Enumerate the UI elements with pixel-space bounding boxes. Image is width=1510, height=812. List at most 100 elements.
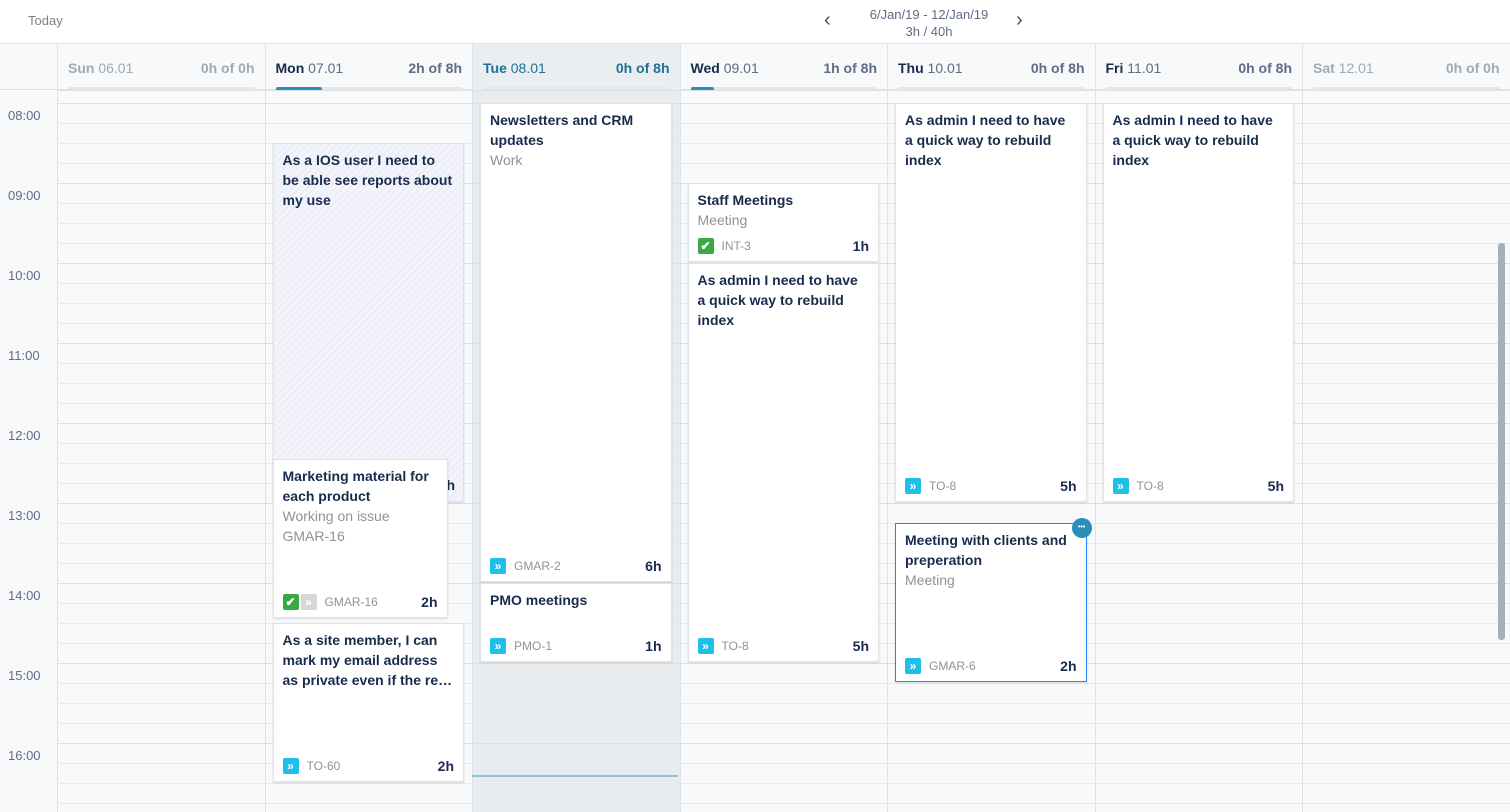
event-duration: h (446, 477, 455, 493)
issue-key[interactable]: GMAR-16 (324, 595, 378, 609)
weekday: Wed (690, 60, 720, 76)
event-card[interactable]: As a IOS user I need to be able see repo… (272, 143, 464, 502)
event-subtitle: Work (490, 152, 523, 168)
day-name: Thu 10.01 (898, 60, 963, 76)
event-card[interactable]: As admin I need to have a quick way to r… (687, 263, 879, 662)
event-subtitle: GMAR-16 (282, 528, 345, 544)
issue-key[interactable]: TO-8 (1136, 479, 1164, 493)
issue-key[interactable]: TO-8 (721, 639, 749, 653)
quarter-line (57, 763, 1510, 764)
time-label: 14:00 (8, 588, 41, 603)
day-column-sun[interactable] (57, 90, 265, 812)
quarter-line (57, 143, 1510, 144)
event-title: Staff Meetings (697, 192, 794, 208)
day-header-row: Sun 06.01 0h of 0h Mon 07.01 2h of 8h Tue 08… (0, 44, 1510, 91)
more-dots-icon[interactable]: ••• (1071, 518, 1092, 538)
day-name: Fri 11.01 (1106, 60, 1162, 76)
issue-key[interactable]: TO-8 (929, 479, 957, 493)
day-header-tue[interactable]: Tue 08.01 0h of 8h (472, 44, 680, 91)
event-card[interactable]: As admin I need to have a quick way to r… (1102, 103, 1294, 502)
time-label: 08:00 (8, 108, 41, 123)
day-name: Tue 08.01 (483, 60, 546, 76)
date-range: 6/Jan/19 - 12/Jan/19 (869, 7, 989, 22)
task-chevrons-icon: » (905, 658, 921, 674)
day-name: Wed 09.01 (691, 60, 759, 76)
day-progress-bar (1313, 87, 1500, 91)
quarter-line (57, 803, 1510, 804)
day-column-thu[interactable] (887, 90, 1095, 812)
day-date: 08.01 (506, 60, 546, 76)
task-chevrons-icon: » (1112, 478, 1129, 494)
day-hours: 0h of 0h (1445, 60, 1500, 76)
event-card[interactable]: As admin I need to have a quick way to r… (895, 103, 1087, 502)
event-title: As admin I need to have a quick way to r… (1112, 112, 1273, 168)
day-date: 07.01 (304, 60, 344, 76)
day-column-wed[interactable] (679, 90, 888, 812)
event-card[interactable]: Meeting with clients and preperation Meet… (895, 518, 1092, 682)
event-subtitle: Working on issue (282, 508, 390, 524)
day-header-sun[interactable]: Sun 06.01 0h of 0h (57, 44, 265, 91)
quarter-line (57, 683, 1510, 684)
event-title: As admin I need to have a quick way to r… (905, 112, 1066, 168)
event-card[interactable]: Staff Meetings Meeting ✔ INT-3 1h (687, 183, 879, 262)
hour-line (57, 663, 1510, 664)
day-header-thu[interactable]: Thu 10.01 0h of 8h (887, 44, 1095, 91)
day-progress-bar (275, 87, 462, 91)
issue-key[interactable]: TO-60 (306, 759, 341, 773)
event-card[interactable]: Newsletters and CRM updates Work » GMAR-2 6h (480, 103, 672, 582)
event-card[interactable]: Marketing material for each product Worki… (272, 459, 448, 618)
weekday: Sat (1313, 60, 1335, 76)
chevron-right-icon[interactable]: › (1016, 9, 1023, 31)
issue-key[interactable]: PMO-1 (514, 639, 553, 653)
event-title: As admin I need to have a quick way to r… (697, 272, 858, 328)
day-hours: 0h of 8h (1030, 60, 1085, 76)
day-hours: 1h of 8h (823, 60, 877, 76)
quarter-line (57, 723, 1510, 724)
grey-chevrons-icon: » (300, 594, 317, 610)
day-column-fri[interactable] (1094, 90, 1303, 812)
day-header-sat[interactable]: Sat 12.01 0h of 0h (1302, 44, 1510, 91)
quarter-line (57, 163, 1510, 164)
time-label: 11:00 (8, 348, 40, 363)
day-progress-fill (275, 87, 323, 91)
toolbar: Today ‹ 6/Jan/19 - 12/Jan/19 3h / 40h › (0, 0, 1510, 44)
task-chevrons-icon: » (490, 638, 506, 654)
event-card[interactable]: PMO meetings » PMO-1 1h (480, 583, 672, 662)
week-range: 6/Jan/19 - 12/Jan/19 3h / 40h (850, 6, 1008, 40)
event-title: Marketing material for each product (282, 468, 429, 504)
day-column-mon[interactable] (264, 90, 473, 812)
event-subtitle: Meeting (697, 212, 748, 228)
week-total-hours: 3h / 40h (905, 24, 953, 39)
event-duration: 2h (421, 594, 438, 610)
weekday: Mon (275, 60, 305, 76)
day-header-wed[interactable]: Wed 09.01 1h of 8h (679, 44, 888, 91)
time-label: 16:00 (8, 748, 41, 763)
today-button[interactable]: Today (28, 13, 63, 28)
event-duration: 6h (645, 558, 662, 574)
event-footer: » TO-8 5h (905, 478, 1077, 494)
event-footer: ✔ INT-3 1h (697, 238, 869, 254)
day-progress-bar (1105, 87, 1292, 91)
task-chevrons-icon: » (490, 558, 506, 574)
vertical-scrollbar[interactable] (1498, 243, 1505, 640)
all-day-divider (57, 90, 1510, 91)
event-card[interactable]: As a site member, I can mark my email ad… (272, 623, 464, 782)
issue-key[interactable]: INT-3 (721, 239, 751, 253)
day-header-mon[interactable]: Mon 07.01 2h of 8h (264, 44, 473, 91)
weekday: Thu (898, 60, 924, 76)
chevron-left-icon[interactable]: ‹ (824, 9, 831, 31)
hour-line (57, 743, 1510, 744)
day-date: 09.01 (719, 60, 759, 76)
time-label: 12:00 (8, 428, 41, 443)
event-footer: » GMAR-2 6h (490, 558, 662, 574)
day-progress-fill (690, 87, 714, 91)
event-title: Newsletters and CRM updates (490, 112, 634, 148)
event-duration: 2h (437, 758, 454, 774)
issue-key[interactable]: GMAR-2 (514, 559, 561, 573)
current-time-line (472, 775, 678, 777)
day-header-fri[interactable]: Fri 11.01 0h of 8h (1094, 44, 1303, 91)
issue-key[interactable]: GMAR-6 (929, 659, 976, 673)
event-duration: 2h (1060, 658, 1077, 674)
day-column-sat[interactable] (1302, 90, 1510, 812)
task-chevrons-icon: » (282, 758, 299, 774)
